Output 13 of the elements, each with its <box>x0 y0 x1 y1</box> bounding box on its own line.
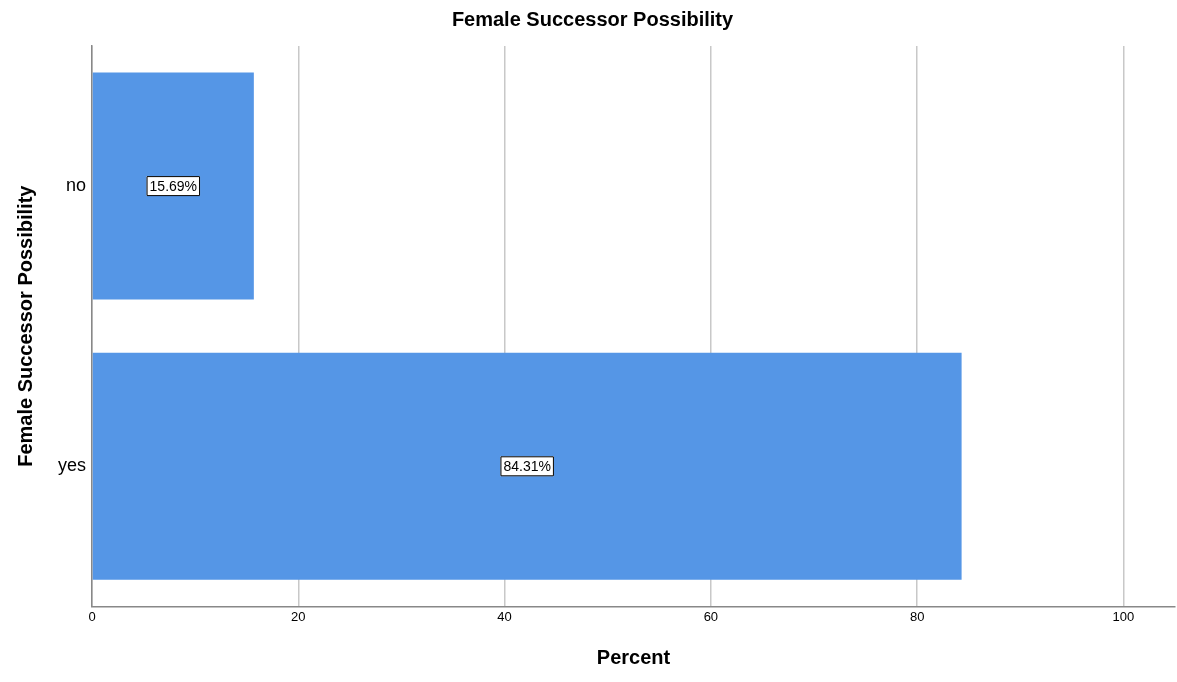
x-tick-label: 80 <box>909 608 925 624</box>
data-label: 84.31% <box>503 458 551 475</box>
chart-title: Female Successor Possibility <box>451 7 734 30</box>
x-tick-label: 20 <box>291 608 306 624</box>
x-tick-label: 100 <box>1112 608 1135 624</box>
data-label: 15.69% <box>149 177 198 194</box>
x-axis-title: Percent <box>596 645 671 668</box>
y-tick-label: yes <box>58 455 87 476</box>
y-axis-title: Female Successor Possibility <box>13 184 36 467</box>
x-tick-label: 40 <box>497 608 512 624</box>
x-tick-label: 0 <box>88 608 96 624</box>
x-tick-label: 60 <box>703 608 719 624</box>
y-tick-label: no <box>65 175 87 196</box>
